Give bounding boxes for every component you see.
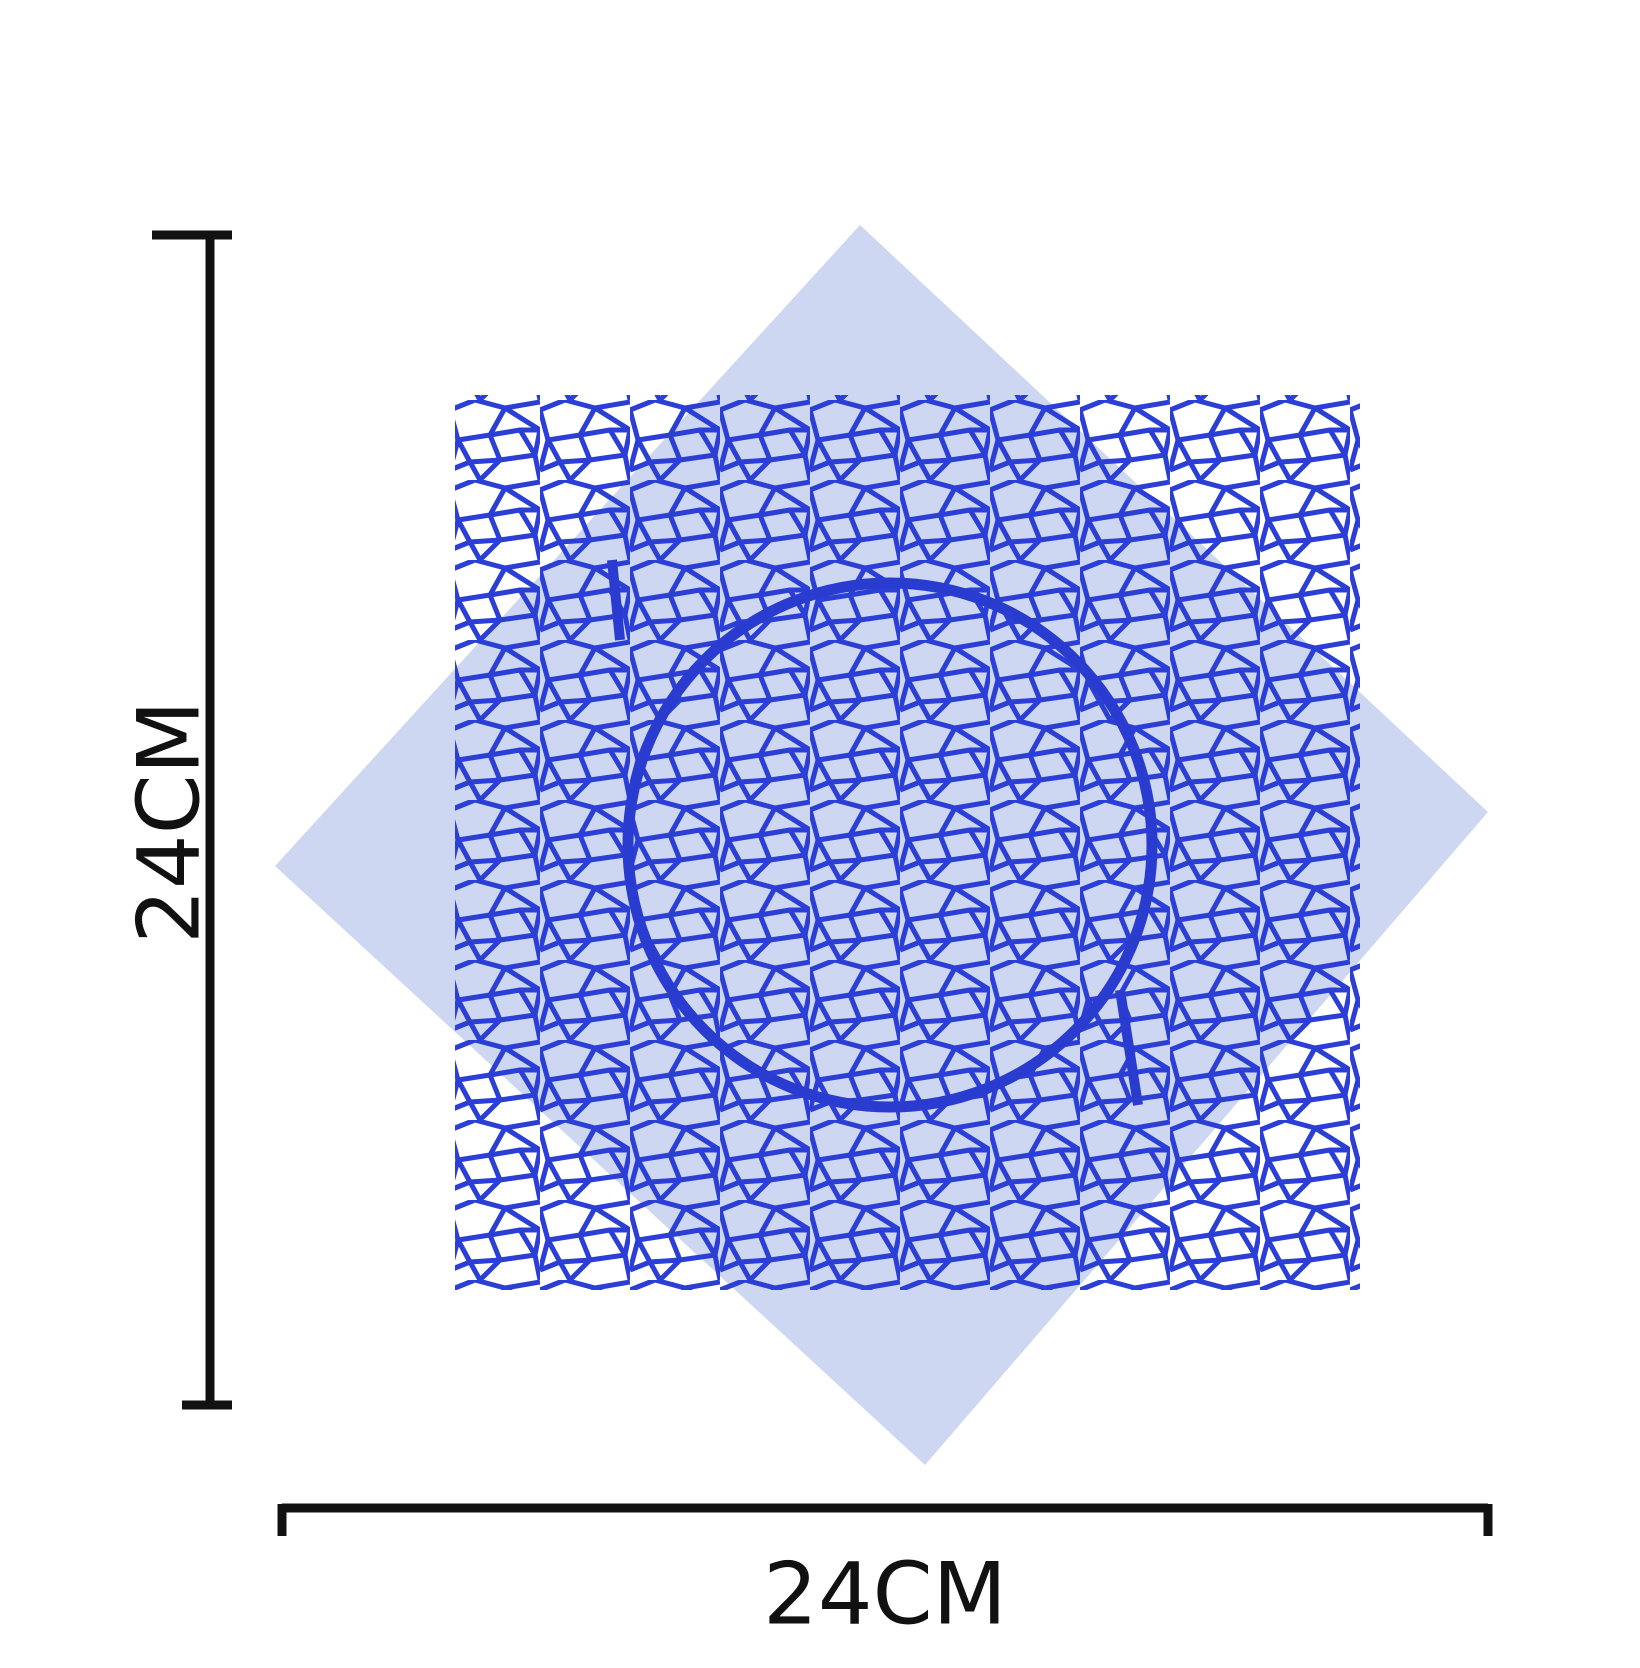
height-ruler bbox=[152, 230, 232, 1410]
width-label: 24CM bbox=[763, 1544, 1007, 1644]
width-ruler bbox=[277, 1503, 1493, 1536]
ring-tie bbox=[607, 559, 1143, 1106]
height-label: 24CM bbox=[119, 700, 219, 944]
net-mesh bbox=[455, 395, 1360, 1290]
net-ring bbox=[622, 577, 1158, 1113]
